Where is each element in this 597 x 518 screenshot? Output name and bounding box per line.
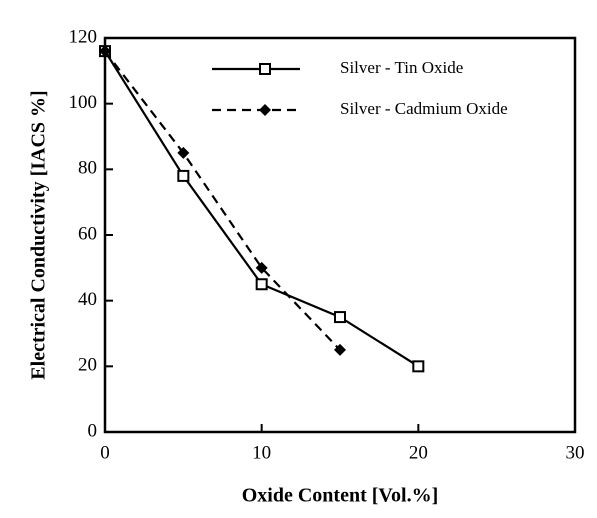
y-tick-label: 100 <box>69 92 98 113</box>
marker <box>177 169 190 182</box>
x-tick-label: 30 <box>566 442 585 463</box>
y-tick-label: 0 <box>88 420 98 441</box>
x-axis-label: Oxide Content [Vol.%] <box>242 485 438 507</box>
marker <box>255 278 268 291</box>
marker <box>255 261 268 274</box>
y-tick-label: 40 <box>78 289 97 310</box>
x-tick-label: 0 <box>100 442 110 463</box>
x-tick-label: 10 <box>252 442 271 463</box>
y-tick-label: 60 <box>78 223 97 244</box>
marker <box>334 311 346 324</box>
x-tick-label: 20 <box>409 442 428 463</box>
legend-label: Silver - Tin Oxide <box>340 58 463 77</box>
legend-marker <box>259 104 271 116</box>
y-axis-label: Electrical Conductivity [IACS %] <box>28 90 50 379</box>
y-tick-label: 80 <box>78 158 97 179</box>
y-tick-label: 120 <box>69 26 98 47</box>
legend-marker <box>259 63 271 75</box>
y-tick-label: 20 <box>78 355 97 376</box>
marker <box>412 360 425 373</box>
marker <box>177 146 190 159</box>
series-line <box>104 50 341 351</box>
plot-frame <box>103 36 577 434</box>
marker <box>334 343 346 356</box>
marker <box>99 45 111 58</box>
legend-label: Silver - Cadmium Oxide <box>340 99 508 118</box>
